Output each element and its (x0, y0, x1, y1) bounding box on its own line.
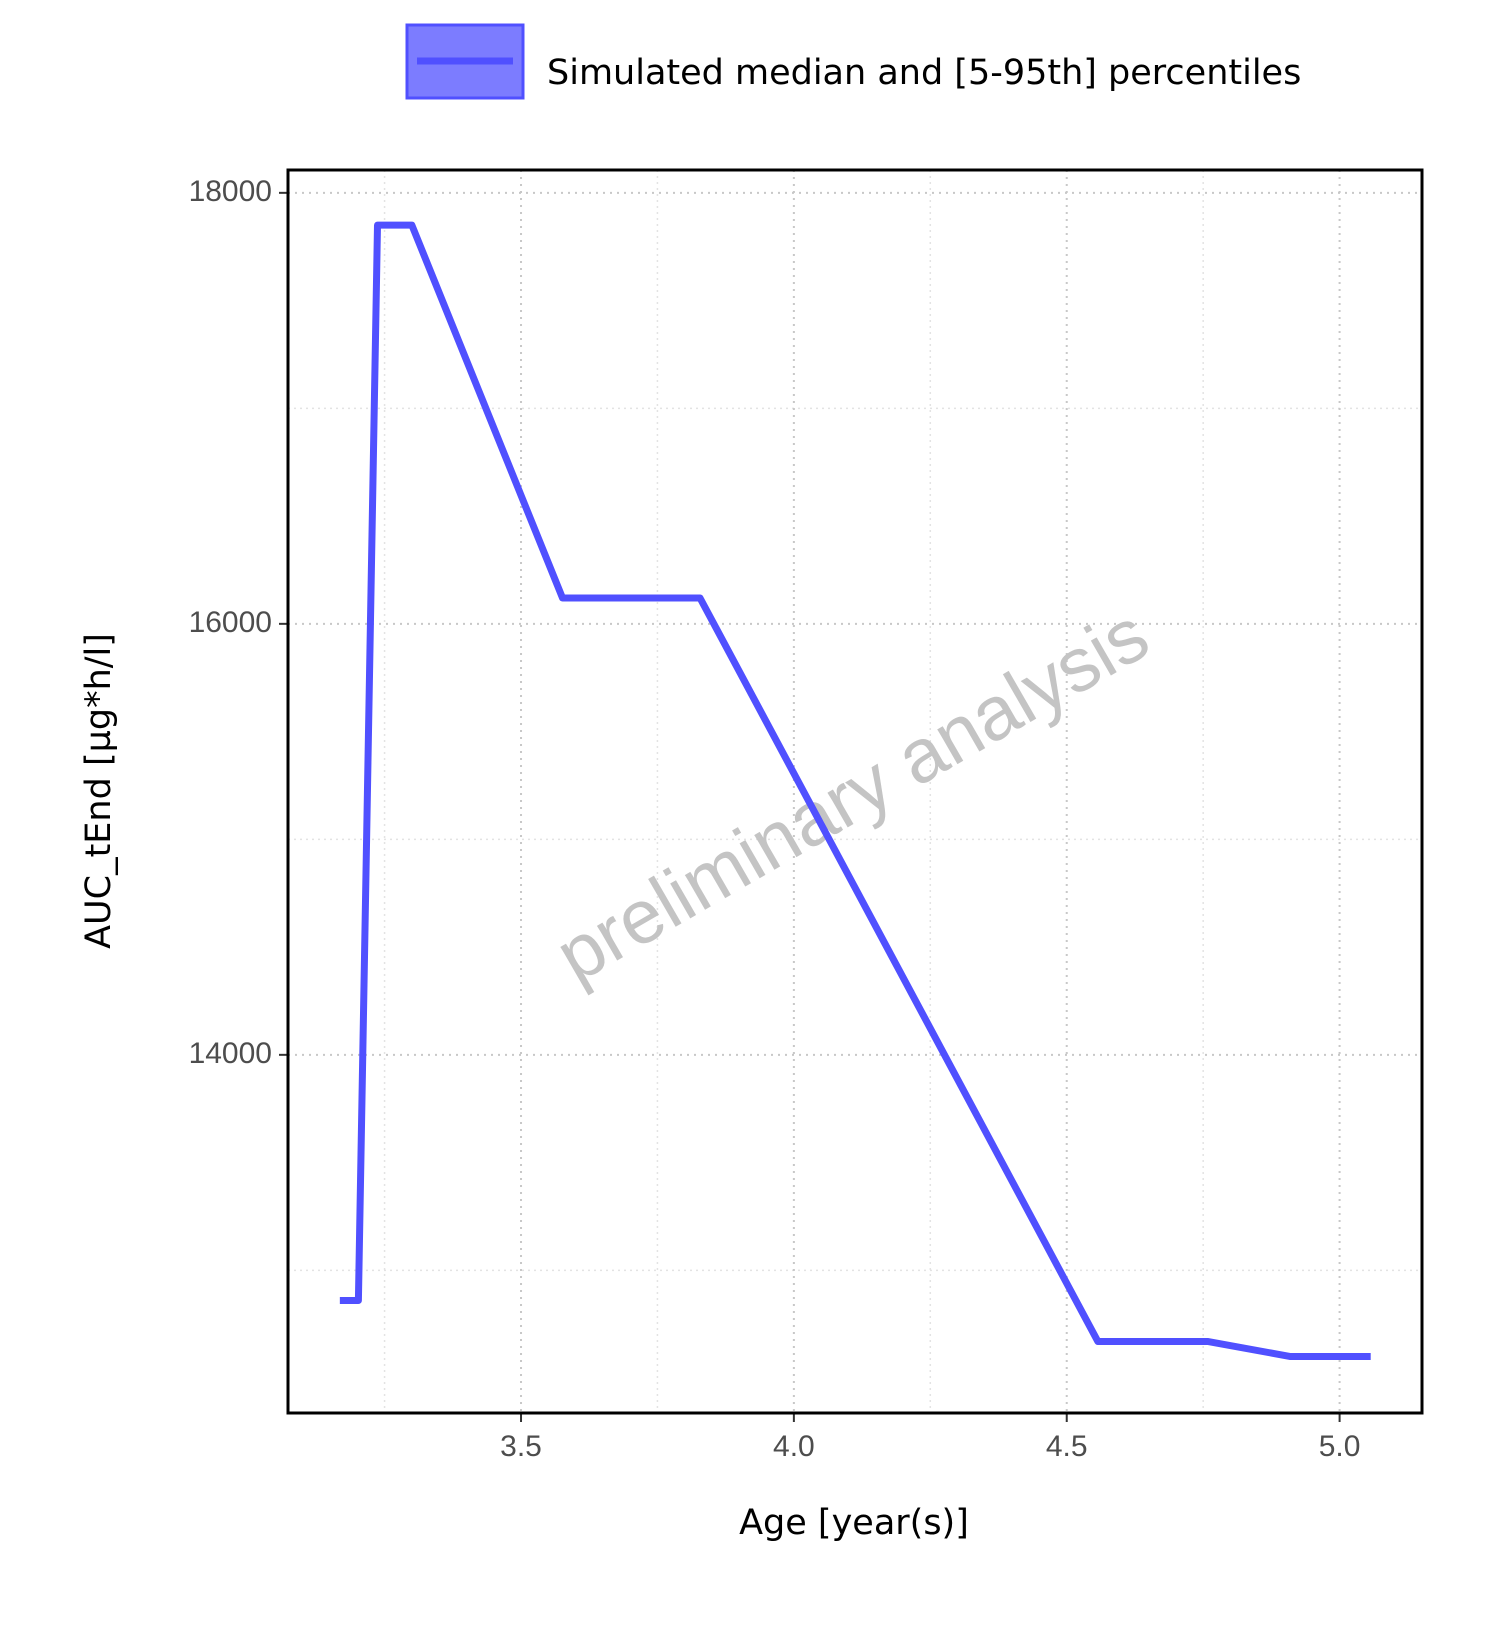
y-tick-label: 16000 (189, 606, 272, 639)
plot-border (286, 168, 1424, 1415)
y-tick-label: 18000 (189, 175, 272, 208)
x-tick-label: 5.0 (1319, 1430, 1361, 1463)
legend-label: Simulated median and [5-95th] percentile… (547, 53, 1301, 93)
x-tick-label: 3.5 (500, 1430, 542, 1463)
y-tick-label: 14000 (189, 1037, 272, 1070)
line-series (339, 221, 1371, 1361)
x-axis-title: Age [year(s)] (739, 1503, 969, 1543)
y-axis-title: AUC_tEnd [µg*h/l] (79, 633, 119, 949)
x-tick-label: 4.5 (1046, 1430, 1088, 1463)
x-tick-label: 4.0 (773, 1430, 815, 1463)
